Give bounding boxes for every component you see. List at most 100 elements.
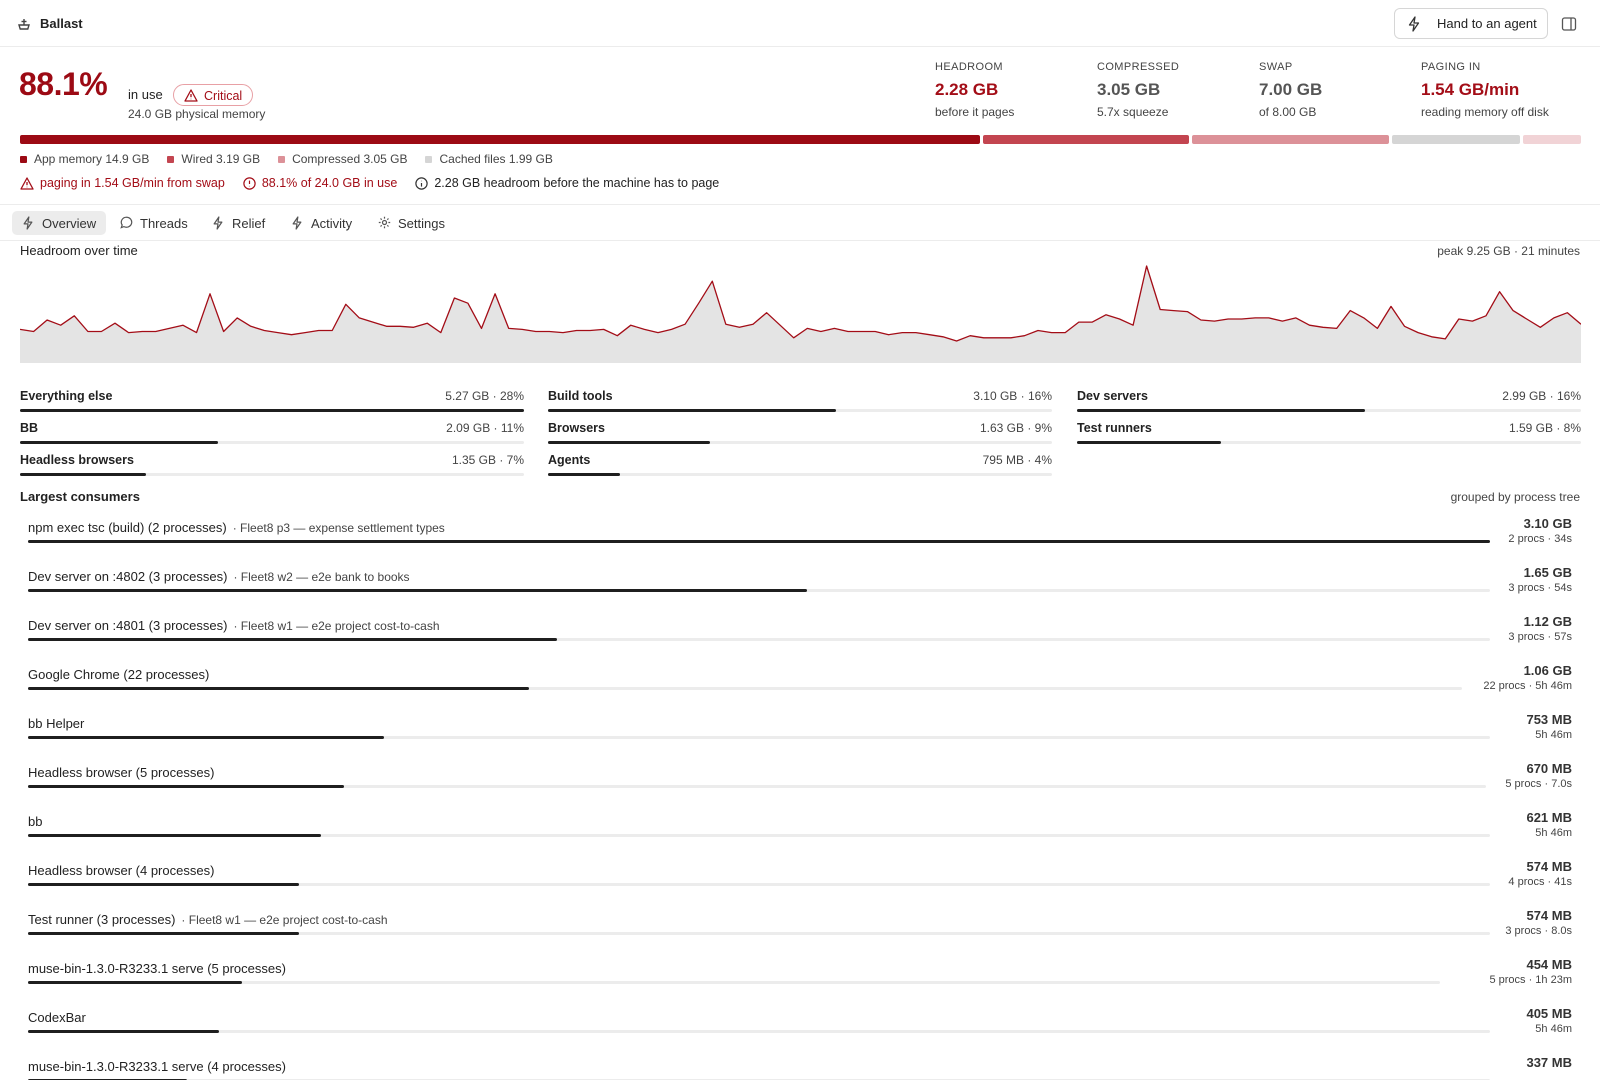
consumer-row[interactable]: npm exec tsc (build) (2 processes) · Flee… [28,516,1572,568]
sidebar-toggle-icon[interactable] [1561,16,1577,32]
tab-activity[interactable]: Activity [281,211,367,235]
consumer-size: 753 MB [1526,712,1572,727]
category-track [1077,441,1581,444]
memory-segment [1522,135,1581,144]
category-value: 1.35 GB · 7% [451,453,524,467]
consumers-grouping: grouped by process tree [1450,490,1580,504]
consumer-name: Dev server on :4802 (3 processes) [28,569,228,584]
memory-legend: App memory 14.9 GB Wired 3.19 GB Compresse… [20,152,553,166]
consumer-name-line: bb Helper [28,716,84,731]
warning-icon [20,176,34,190]
category-track [548,441,1052,444]
consumer-row[interactable]: Google Chrome (22 processes) 1.06 GB 22 pr… [28,663,1572,715]
status-label: Critical [204,89,243,103]
tab-label: Activity [311,216,353,231]
consumer-row[interactable]: Dev server on :4801 (3 processes) · Fleet… [28,614,1572,666]
category-name: Test runners [1077,421,1152,435]
consumer-row[interactable]: Headless browser (5 processes) 670 MB 5 pr… [28,761,1572,813]
legend-item: Compressed 3.05 GB [278,152,407,166]
category-fill [20,441,218,444]
consumer-name: Google Chrome (22 processes) [28,667,210,682]
consumer-name: muse-bin-1.3.0-R3233.1 serve (5 processe… [28,961,286,976]
bolt-icon [23,216,33,230]
consumer-size: 670 MB [1526,761,1572,776]
stat-sub: 5.7x squeeze [1097,105,1169,119]
legend-swatch [20,155,27,163]
legend-item: Cached files 1.99 GB [425,152,553,166]
consumer-fill [28,589,808,592]
stat-paging-in: PAGING IN 1.54 GB/min reading memory off… [1421,61,1549,119]
tab-threads[interactable]: Threads [110,211,196,235]
bolt-icon [292,216,302,230]
consumers-title: Largest consumers [20,489,140,504]
warning-icon [184,89,198,102]
memory-segment [983,135,1190,144]
consumer-size: 405 MB [1526,1006,1572,1021]
consumer-fill [28,540,1490,543]
consumer-name: Test runner (3 processes) [28,912,176,927]
category-track [1077,409,1581,412]
category-track [20,409,524,412]
consumer-fill [28,638,557,641]
category-value: 2.99 GB · 16% [1502,389,1581,403]
consumer-name-line: npm exec tsc (build) (2 processes) · Flee… [28,520,445,535]
in-use-label: in use [128,87,163,102]
consumer-name: Headless browser (5 processes) [28,765,215,780]
category-item: Browsers 1.63 GB · 9% [548,421,1052,449]
chart-area [20,266,1581,363]
legend-swatch [425,155,433,163]
category-item: Everything else 5.27 GB · 28% [20,389,524,417]
consumer-name-line: Headless browser (5 processes) [28,765,214,780]
category-value: 5.27 GB · 28% [445,389,524,403]
consumer-row[interactable]: Headless browser (4 processes) 574 MB 4 pr… [28,859,1572,911]
category-value: 1.63 GB · 9% [979,421,1052,435]
consumer-size: 337 MB [1526,1055,1572,1070]
category-track [20,441,524,444]
legend-item: Wired 3.19 GB [167,152,260,166]
stat-label: HEADROOM [935,61,1003,73]
tab-label: Threads [140,216,188,231]
stat-swap: SWAP 7.00 GB of 8.00 GB [1259,61,1322,119]
ballast-logo-icon [18,19,30,30]
category-name: Everything else [20,389,113,403]
consumer-name-line: Google Chrome (22 processes) [28,667,209,682]
category-value: 3.10 GB · 16% [973,389,1052,403]
stat-headroom: HEADROOM 2.28 GB before it pages [935,61,1014,119]
category-value: 1.59 GB · 8% [1508,421,1581,435]
consumer-fill [28,1030,220,1033]
consumer-meta: 5h 46m [1535,827,1572,839]
category-name: Build tools [548,389,613,403]
hand-to-agent-button[interactable]: Hand to an agent [1394,8,1548,39]
consumer-name-line: muse-bin-1.3.0-R3233.1 serve (5 processe… [28,961,286,976]
consumer-name: muse-bin-1.3.0-R3233.1 serve (4 processe… [28,1059,286,1074]
tab-relief[interactable]: Relief [202,211,276,235]
consumer-detail: · Fleet8 p3 — expense settlement types [232,521,445,535]
category-fill [20,409,524,412]
consumer-meta: 4 procs · 41s [1508,876,1572,888]
consumer-row[interactable]: muse-bin-1.3.0-R3233.1 serve (4 processe… [28,1055,1572,1080]
consumer-row[interactable]: muse-bin-1.3.0-R3233.1 serve (5 processe… [28,957,1572,1009]
consumer-name-line: Dev server on :4801 (3 processes) · Fleet… [28,618,440,633]
category-item: Build tools 3.10 GB · 16% [548,389,1052,417]
category-item: Headless browsers 1.35 GB · 7% [20,453,524,481]
consumer-row[interactable]: bb 621 MB 5h 46m [28,810,1572,862]
consumer-row[interactable]: Dev server on :4802 (3 processes) · Fleet… [28,565,1572,617]
consumer-track [28,1030,1490,1033]
consumer-row[interactable]: Test runner (3 processes) · Fleet8 w1 — e… [28,908,1572,960]
tab-overview[interactable]: Overview [12,211,106,235]
tab-label: Settings [398,216,445,231]
consumer-track [28,883,1490,886]
consumer-track [28,932,1490,935]
consumer-name-line: muse-bin-1.3.0-R3233.1 serve (4 processe… [28,1059,286,1074]
gear-icon [378,216,391,229]
stat-value: 2.28 GB [935,80,999,99]
consumer-row[interactable]: CodexBar 405 MB 5h 46m [28,1006,1572,1058]
status-badge: Critical [173,84,253,106]
consumer-name: CodexBar [28,1010,86,1025]
consumer-track [28,981,1440,984]
consumer-meta: 5h 46m [1535,1023,1572,1035]
consumer-row[interactable]: bb Helper 753 MB 5h 46m [28,712,1572,764]
alert-text: 2.28 GB headroom before the machine has … [434,176,720,190]
tab-settings[interactable]: Settings [368,211,454,235]
consumer-meta: 22 procs · 5h 46m [1483,680,1572,692]
